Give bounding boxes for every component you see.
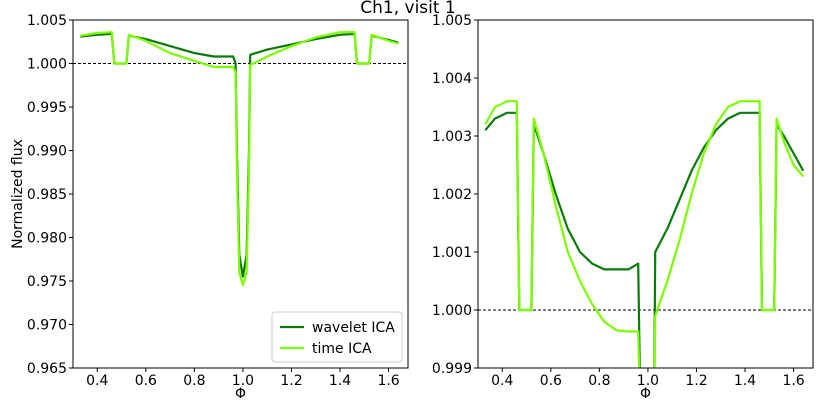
plot-area: [484, 100, 805, 368]
y-tick-label: 1.005: [27, 13, 67, 29]
legend-label: time ICA: [312, 341, 372, 357]
series-line-time-ica: [80, 31, 399, 287]
figure-title: Ch1, visit 1: [360, 0, 456, 18]
y-tick-label: 0.965: [27, 361, 67, 377]
y-tick-label: 0.990: [27, 144, 67, 160]
x-axis-label: Φ: [235, 386, 246, 402]
plot-area: [80, 31, 399, 287]
legend-box: [271, 311, 403, 363]
x-tick-label: 1.6: [782, 373, 804, 389]
y-tick-label: 1.005: [432, 13, 472, 29]
y-tick-label: 1.003: [432, 129, 472, 145]
legend-label: wavelet ICA: [312, 320, 395, 336]
x-tick-label: 0.8: [588, 373, 610, 389]
x-tick-label: 0.4: [86, 373, 108, 389]
x-tick-label: 0.4: [491, 373, 513, 389]
legend: wavelet ICA time ICA: [271, 311, 403, 363]
left-panel: 0.4 0.6 0.8 1.0 1.2 1.4 1.6 0.965 0.970 0.975 0.98…: [10, 13, 409, 402]
y-tick-label: 1.000: [27, 57, 67, 73]
x-tick-label: 1.2: [280, 373, 302, 389]
y-tick-label: 0.995: [27, 100, 67, 116]
y-tick-label: 0.970: [27, 318, 67, 334]
x-tick-label: 1.4: [329, 373, 351, 389]
y-tick-label: 1.001: [432, 245, 472, 261]
plot-frame: [477, 19, 814, 369]
x-tick-label: 1.2: [685, 373, 707, 389]
right-panel: 0.4 0.6 0.8 1.0 1.2 1.4 1.6 0.999 1.000 1.001 1.00…: [432, 13, 814, 402]
y-tick-label: 1.004: [432, 71, 472, 87]
x-tick-label: 0.6: [135, 373, 157, 389]
y-tick-label: 0.975: [27, 274, 67, 290]
y-tick-label: 0.985: [27, 187, 67, 203]
y-tick-label: 0.980: [27, 231, 67, 247]
x-tick-label: 0.8: [183, 373, 205, 389]
series-line-time-ica: [484, 100, 805, 368]
x-axis-label: Φ: [640, 386, 651, 402]
x-tick-label: 1.0: [637, 373, 659, 389]
y-tick-label: 0.999: [432, 361, 472, 377]
y-tick-label: 1.000: [432, 303, 472, 319]
x-tick-label: 1.6: [377, 373, 399, 389]
y-axis-label: Normalized flux: [10, 139, 26, 249]
x-tick-label: 0.6: [540, 373, 562, 389]
x-tick-label: 1.0: [232, 373, 254, 389]
x-tick-label: 1.4: [734, 373, 756, 389]
y-tick-label: 1.002: [432, 187, 472, 203]
